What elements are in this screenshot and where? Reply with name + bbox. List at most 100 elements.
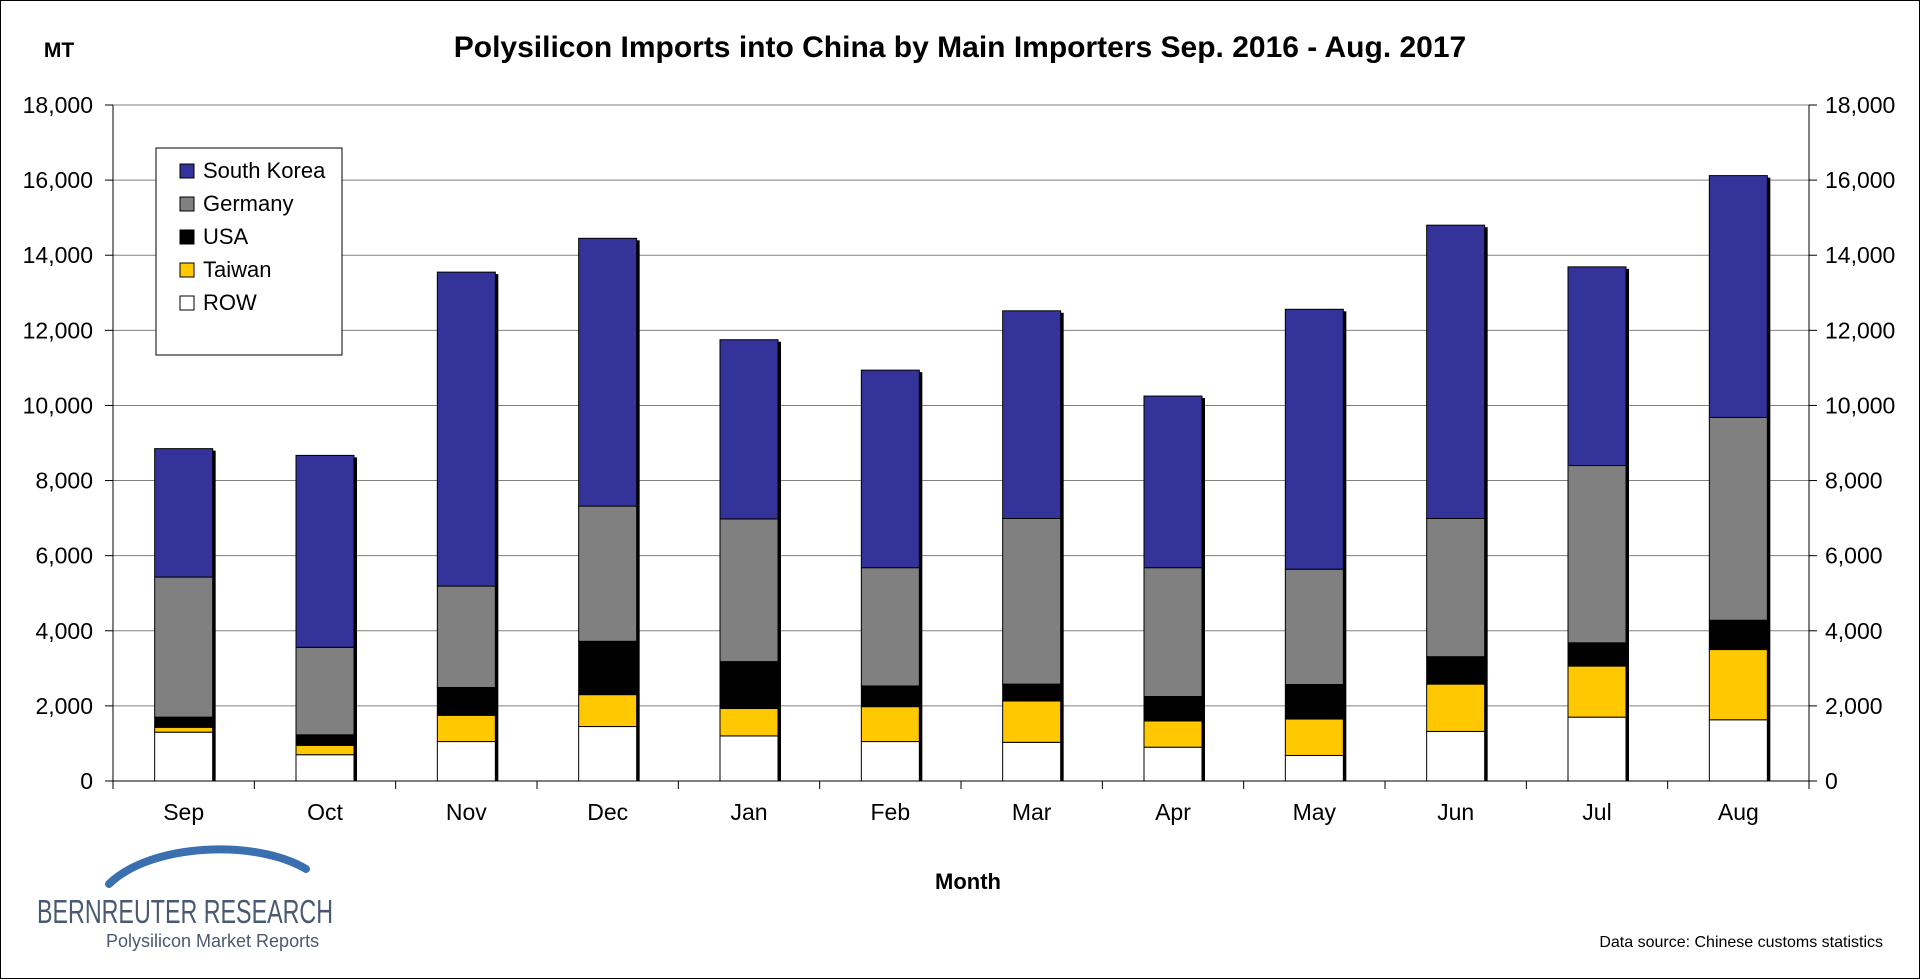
bar-segment-row [436,741,496,782]
bar-segment-row [1426,730,1486,782]
bar-segment-taiwan [578,694,638,728]
bar-segment-south-korea [719,339,779,520]
bar-segment-row [719,735,779,782]
bar-segment-south-korea [1284,308,1344,570]
bar-segment-germany [1426,517,1486,658]
bar-segment-usa [1284,683,1344,720]
bar-segment-taiwan [1284,718,1344,756]
logo-wordmark: BERNREUTER RESEARCH [37,893,333,930]
legend-swatch [179,196,195,212]
bar-segment-row [860,741,920,782]
legend-label: Taiwan [203,257,271,282]
logo-tagline: Polysilicon Market Reports [106,931,319,951]
data-source-note: Data source: Chinese customs statistics [1599,934,1883,951]
legend: South Korea Germany USA Taiwan ROW [155,147,343,356]
bar-segment-usa [295,734,355,746]
bar-segment-taiwan [1567,665,1627,718]
y-tick-label-left: 12,000 [23,317,93,343]
legend-swatch [179,262,195,278]
bar-shadow [354,457,357,781]
bar-segment-usa [578,640,638,696]
bar-segment-taiwan [1708,649,1768,721]
bar-segment-usa [1002,683,1062,702]
y-tick-label-left: 4,000 [35,618,93,644]
bar-segment-usa [1143,696,1203,722]
bar-shadow [1343,311,1347,781]
bar-shadow [495,274,499,781]
bar-segment-row [1567,716,1627,782]
axes-layer: 0 0 2,000 2,000 4,000 4,000 6,000 6,000 8,000 8,0… [23,92,1896,825]
y-tick-label-left: 14,000 [23,242,93,268]
legend-label: USA [203,224,249,249]
y-tick-label-left: 0 [80,768,93,794]
y-tick-label-right: 10,000 [1825,392,1895,418]
bar-segment-taiwan [1426,683,1486,732]
bar-shadow [1484,227,1488,781]
x-tick-label: Jan [730,799,767,825]
x-tick-label: Apr [1155,799,1191,825]
bar-shadow [919,372,923,781]
bar-segment-south-korea [154,448,214,578]
bar-shadow [1767,177,1771,782]
bar-segment-row [1143,746,1203,782]
bar-segment-usa [1708,619,1768,651]
bar-shadow [1060,312,1064,781]
bar-segment-row [578,726,638,782]
y-tick-label-right: 4,000 [1825,618,1883,644]
bar-shadow [1626,268,1629,781]
bernreuter-logo: BERNREUTER RESEARCH Polysilicon Market R… [37,845,333,951]
bar-segment-row [1284,754,1344,782]
y-tick-label-right: 2,000 [1825,693,1883,719]
y-tick-label-left: 16,000 [23,167,93,193]
y-tick-label-right: 8,000 [1825,468,1883,494]
legend-label: South Korea [203,158,326,183]
x-tick-label: Jun [1437,799,1474,825]
bar-segment-usa [436,686,496,716]
y-tick-label-right: 0 [1825,768,1838,794]
bar-segment-south-korea [1002,310,1062,519]
bar-shadow [1202,398,1205,781]
bar-segment-taiwan [860,706,920,743]
bar-segment-germany [860,567,920,687]
x-tick-label: Nov [446,799,487,825]
x-tick-label: Sep [163,799,204,825]
y-tick-label-left: 8,000 [35,468,93,494]
bar-segment-germany [1002,517,1062,685]
x-tick-label: Jul [1582,799,1611,825]
bar-segment-taiwan [719,708,779,737]
bar-segment-germany [1708,416,1768,621]
y-tick-label-right: 14,000 [1825,242,1895,268]
bar-segment-south-korea [1143,395,1203,569]
legend-box [155,147,343,356]
bar-segment-south-korea [295,454,355,648]
bar-segment-row [1002,741,1062,782]
x-tick-label: Oct [307,799,343,825]
legend-swatch [179,163,195,179]
x-tick-label: May [1293,799,1337,825]
y-tick-label-right: 18,000 [1825,92,1895,118]
bar-segment-usa [860,685,920,708]
x-tick-label: Feb [871,799,911,825]
bar-shadow [778,341,781,781]
bar-segment-usa [719,661,779,710]
y-unit-label: MT [44,39,74,62]
bar-shadow [212,450,216,781]
bar-segment-south-korea [436,271,496,587]
bar-segment-taiwan [154,726,214,733]
bar-segment-south-korea [860,369,920,569]
logo-arc-icon [105,845,310,888]
bar-segment-south-korea [1426,224,1486,519]
x-tick-label: Aug [1718,799,1759,825]
bar-segment-germany [1284,568,1344,685]
x-tick-label: Mar [1012,799,1052,825]
bar-segment-germany [154,576,214,718]
legend-swatch [179,229,195,245]
bar-segment-germany [436,585,496,688]
bar-segment-germany [578,505,638,642]
bar-segment-south-korea [1708,175,1768,418]
y-tick-label-left: 18,000 [23,92,93,118]
bar-segment-germany [1567,465,1627,644]
bar-segment-germany [1143,567,1203,697]
